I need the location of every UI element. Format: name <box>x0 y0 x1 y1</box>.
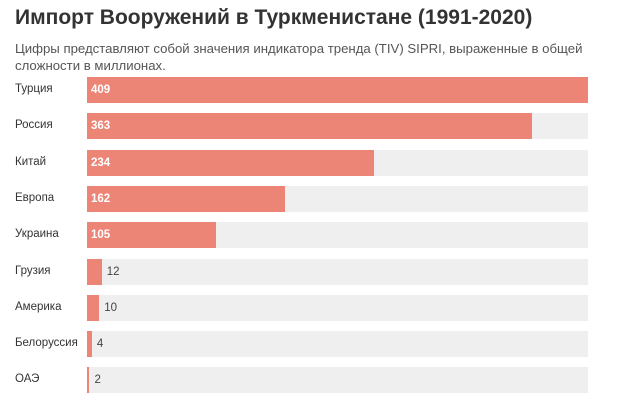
bar-track <box>87 258 588 285</box>
category-label: Европа <box>15 191 55 204</box>
value-label: 363 <box>91 120 111 133</box>
bar-row: Украина 105 <box>0 222 623 249</box>
chart-title: Импорт Вооружений в Туркменистане (1991-… <box>15 6 533 29</box>
bar-row: Америка 10 <box>0 294 623 321</box>
bar <box>87 113 532 140</box>
category-label: Турция <box>15 83 53 95</box>
bar <box>87 77 588 103</box>
bar-track <box>87 331 588 358</box>
category-label: Грузия <box>15 264 51 277</box>
value-label: 4 <box>96 338 104 351</box>
value-label: 409 <box>91 84 111 96</box>
bar-row: Грузия 12 <box>0 258 623 285</box>
bar <box>87 367 90 394</box>
value-label: 234 <box>91 156 111 169</box>
bar-row: Россия 363 <box>0 113 623 140</box>
category-label: Америка <box>15 300 62 313</box>
bar <box>87 258 102 285</box>
bar-track <box>87 294 588 321</box>
bar-row: Белоруссия 4 <box>0 331 623 358</box>
category-label: Украина <box>15 228 59 241</box>
category-label: Белоруссия <box>15 337 78 350</box>
category-label: ОАЭ <box>15 373 40 386</box>
bar <box>87 294 100 321</box>
bar <box>87 222 216 249</box>
value-label: 12 <box>106 265 120 278</box>
category-label: Россия <box>15 119 53 132</box>
bar <box>87 149 374 176</box>
value-label: 2 <box>94 374 101 387</box>
value-label: 105 <box>91 229 111 242</box>
bar-row: Турция 409 <box>0 77 623 103</box>
value-label: 10 <box>104 301 118 314</box>
bar-row: ОАЭ 2 <box>0 367 623 394</box>
bar-row: Европа 162 <box>0 185 623 212</box>
bar-track <box>87 367 588 394</box>
category-label: Китай <box>15 155 47 168</box>
bar-row: Китай 234 <box>0 149 623 176</box>
bar <box>87 331 92 358</box>
bar <box>87 185 286 212</box>
value-label: 162 <box>91 192 111 205</box>
chart-subtitle: Цифры представляют собой значения индика… <box>15 41 583 73</box>
